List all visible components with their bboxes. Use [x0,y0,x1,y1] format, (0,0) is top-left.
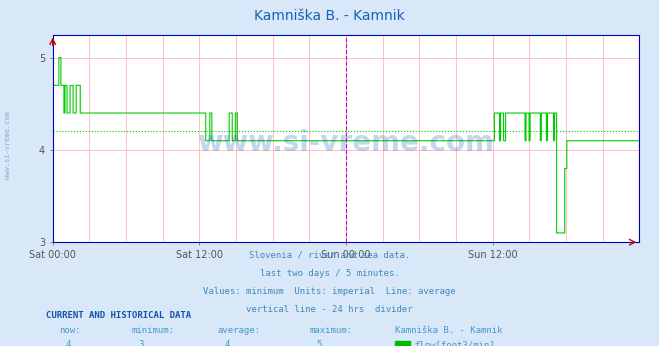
Text: last two days / 5 minutes.: last two days / 5 minutes. [260,269,399,278]
Text: Values: minimum  Units: imperial  Line: average: Values: minimum Units: imperial Line: av… [203,287,456,296]
Text: flow[foot3/min]: flow[foot3/min] [414,340,494,346]
Text: 4: 4 [66,340,71,346]
Text: 5: 5 [316,340,322,346]
Text: Kamniška B. - Kamnik: Kamniška B. - Kamnik [254,9,405,22]
Text: vertical line - 24 hrs  divider: vertical line - 24 hrs divider [246,305,413,314]
Text: minimum:: minimum: [132,326,175,335]
Text: 3: 3 [138,340,144,346]
Text: Slovenia / river and sea data.: Slovenia / river and sea data. [249,251,410,260]
Text: CURRENT AND HISTORICAL DATA: CURRENT AND HISTORICAL DATA [46,311,191,320]
Text: average:: average: [217,326,260,335]
Text: maximum:: maximum: [310,326,353,335]
Text: 4: 4 [224,340,229,346]
Text: www.si-vreme.com: www.si-vreme.com [5,111,11,179]
Text: now:: now: [59,326,81,335]
Text: www.si-vreme.com: www.si-vreme.com [198,129,494,156]
Text: Kamniška B. - Kamnik: Kamniška B. - Kamnik [395,326,503,335]
